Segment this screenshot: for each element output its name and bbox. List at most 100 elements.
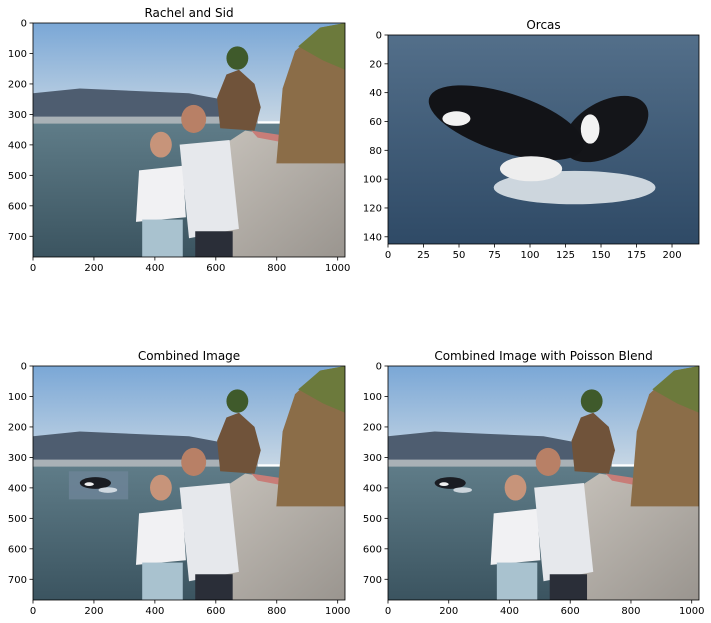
shoreline-city [33, 459, 258, 471]
x-tick-label: 50 [453, 250, 466, 261]
photo-content [33, 366, 345, 600]
x-tick-label: 600 [561, 606, 580, 617]
y-tick-label: 600 [363, 544, 382, 555]
x-tick-label: 200 [439, 606, 458, 617]
x-tick-label: 175 [627, 250, 646, 261]
x-tick-label: 75 [488, 250, 501, 261]
x-tick-label: 400 [145, 263, 164, 274]
x-tick-label: 400 [145, 606, 164, 617]
x-tick-label: 150 [591, 250, 610, 261]
y-tick-label: 60 [369, 117, 382, 128]
person-right-head [535, 447, 561, 476]
siwash-rock [217, 69, 261, 131]
y-tick-label: 400 [8, 140, 27, 151]
person-right-shirt [179, 483, 239, 582]
x-tick-label: 125 [556, 250, 575, 261]
photo-content [33, 23, 345, 257]
person-right-pants [549, 574, 588, 600]
panel-2: 0 25 50 75 100 125 150 175 200 0 20 40 60 80 100 120 140… [363, 18, 700, 261]
x-tick-label: 100 [520, 250, 539, 261]
y-tick-label: 140 [363, 232, 382, 243]
x-tick-label: 0 [30, 263, 36, 274]
cliff-trees [298, 23, 345, 70]
small-orca-patch [84, 482, 94, 487]
orca-back-belly [580, 114, 600, 144]
panel-3: 0 200 400 600 800 1000 0 100 200 300 400 500 600 700 C… [8, 349, 351, 617]
y-tick-label: 500 [8, 171, 27, 182]
x-tick-label: 0 [385, 250, 391, 261]
y-tick-label: 300 [8, 453, 27, 464]
photo-content [388, 366, 699, 600]
x-tick-label: 0 [385, 606, 391, 617]
person-left-shirt [490, 508, 541, 565]
y-tick-label: 0 [376, 31, 382, 42]
person-right-head [181, 104, 207, 133]
x-tick-label: 600 [206, 263, 225, 274]
x-tick-label: 400 [500, 606, 519, 617]
y-tick-label: 200 [363, 422, 382, 433]
small-orca-splash [98, 487, 118, 493]
panel-title: Orcas [526, 18, 560, 32]
y-tick-label: 120 [363, 203, 382, 214]
x-tick-label: 0 [30, 606, 36, 617]
y-tick-label: 600 [8, 544, 27, 555]
axes-frame [32, 22, 346, 258]
y-tick-label: 0 [21, 362, 27, 373]
small-orca-splash [453, 487, 472, 493]
person-left-shirt [135, 165, 186, 222]
y-tick-label: 300 [363, 453, 382, 464]
y-tick-label: 200 [8, 422, 27, 433]
siwash-rock [571, 412, 616, 474]
x-tick-label: 600 [206, 606, 225, 617]
rock-tree [226, 389, 249, 413]
panel-title: Combined Image [138, 349, 240, 363]
y-tick-label: 100 [8, 49, 27, 60]
y-tick-label: 80 [369, 146, 382, 157]
person-right-pants [195, 231, 233, 257]
y-tick-label: 500 [8, 514, 27, 525]
person-right-head [181, 447, 207, 476]
panel-1: 0 200 400 600 800 1000 0 100 200 300 400 500 600 700 R… [8, 6, 351, 274]
shoreline-city [388, 459, 612, 471]
person-left-head [150, 474, 172, 501]
siwash-rock [217, 412, 261, 474]
person-left-shorts [142, 219, 183, 257]
y-tick-label: 0 [376, 362, 382, 373]
axes-frame [32, 365, 346, 601]
y-tick-label: 400 [8, 483, 27, 494]
person-right-pants [195, 574, 233, 600]
person-right-shirt [179, 140, 239, 239]
y-tick-label: 200 [8, 79, 27, 90]
x-tick-label: 200 [84, 606, 103, 617]
person-left-shorts [142, 562, 183, 600]
rock-tree [580, 389, 603, 413]
cliff-trees [652, 366, 699, 413]
person-left-head [504, 474, 527, 501]
x-tick-label: 800 [267, 263, 286, 274]
person-left-shirt [135, 508, 186, 565]
orca-back [563, 95, 649, 163]
x-tick-label: 1000 [325, 263, 350, 274]
y-tick-label: 0 [21, 19, 27, 30]
small-orca [79, 477, 111, 489]
panel-title: Rachel and Sid [144, 6, 233, 20]
x-tick-label: 1000 [325, 606, 350, 617]
y-tick-label: 100 [363, 175, 382, 186]
person-left-head [150, 131, 172, 158]
y-tick-label: 700 [8, 232, 27, 243]
y-tick-label: 400 [363, 483, 382, 494]
axes-frame [387, 34, 700, 245]
y-tick-label: 20 [369, 59, 382, 70]
person-left-shorts [496, 562, 538, 600]
rock-tree [226, 46, 249, 70]
y-tick-label: 700 [8, 575, 27, 586]
y-tick-label: 600 [8, 201, 27, 212]
small-orca-patch [439, 482, 449, 487]
panel-title: Combined Image with Poisson Blend [434, 349, 652, 363]
x-tick-label: 1000 [679, 606, 704, 617]
panel-4: 0 200 400 600 800 1000 0 100 200 300 400 500 600 700 C… [363, 349, 705, 617]
y-tick-label: 700 [363, 575, 382, 586]
small-orca [434, 477, 466, 489]
x-tick-label: 800 [267, 606, 286, 617]
